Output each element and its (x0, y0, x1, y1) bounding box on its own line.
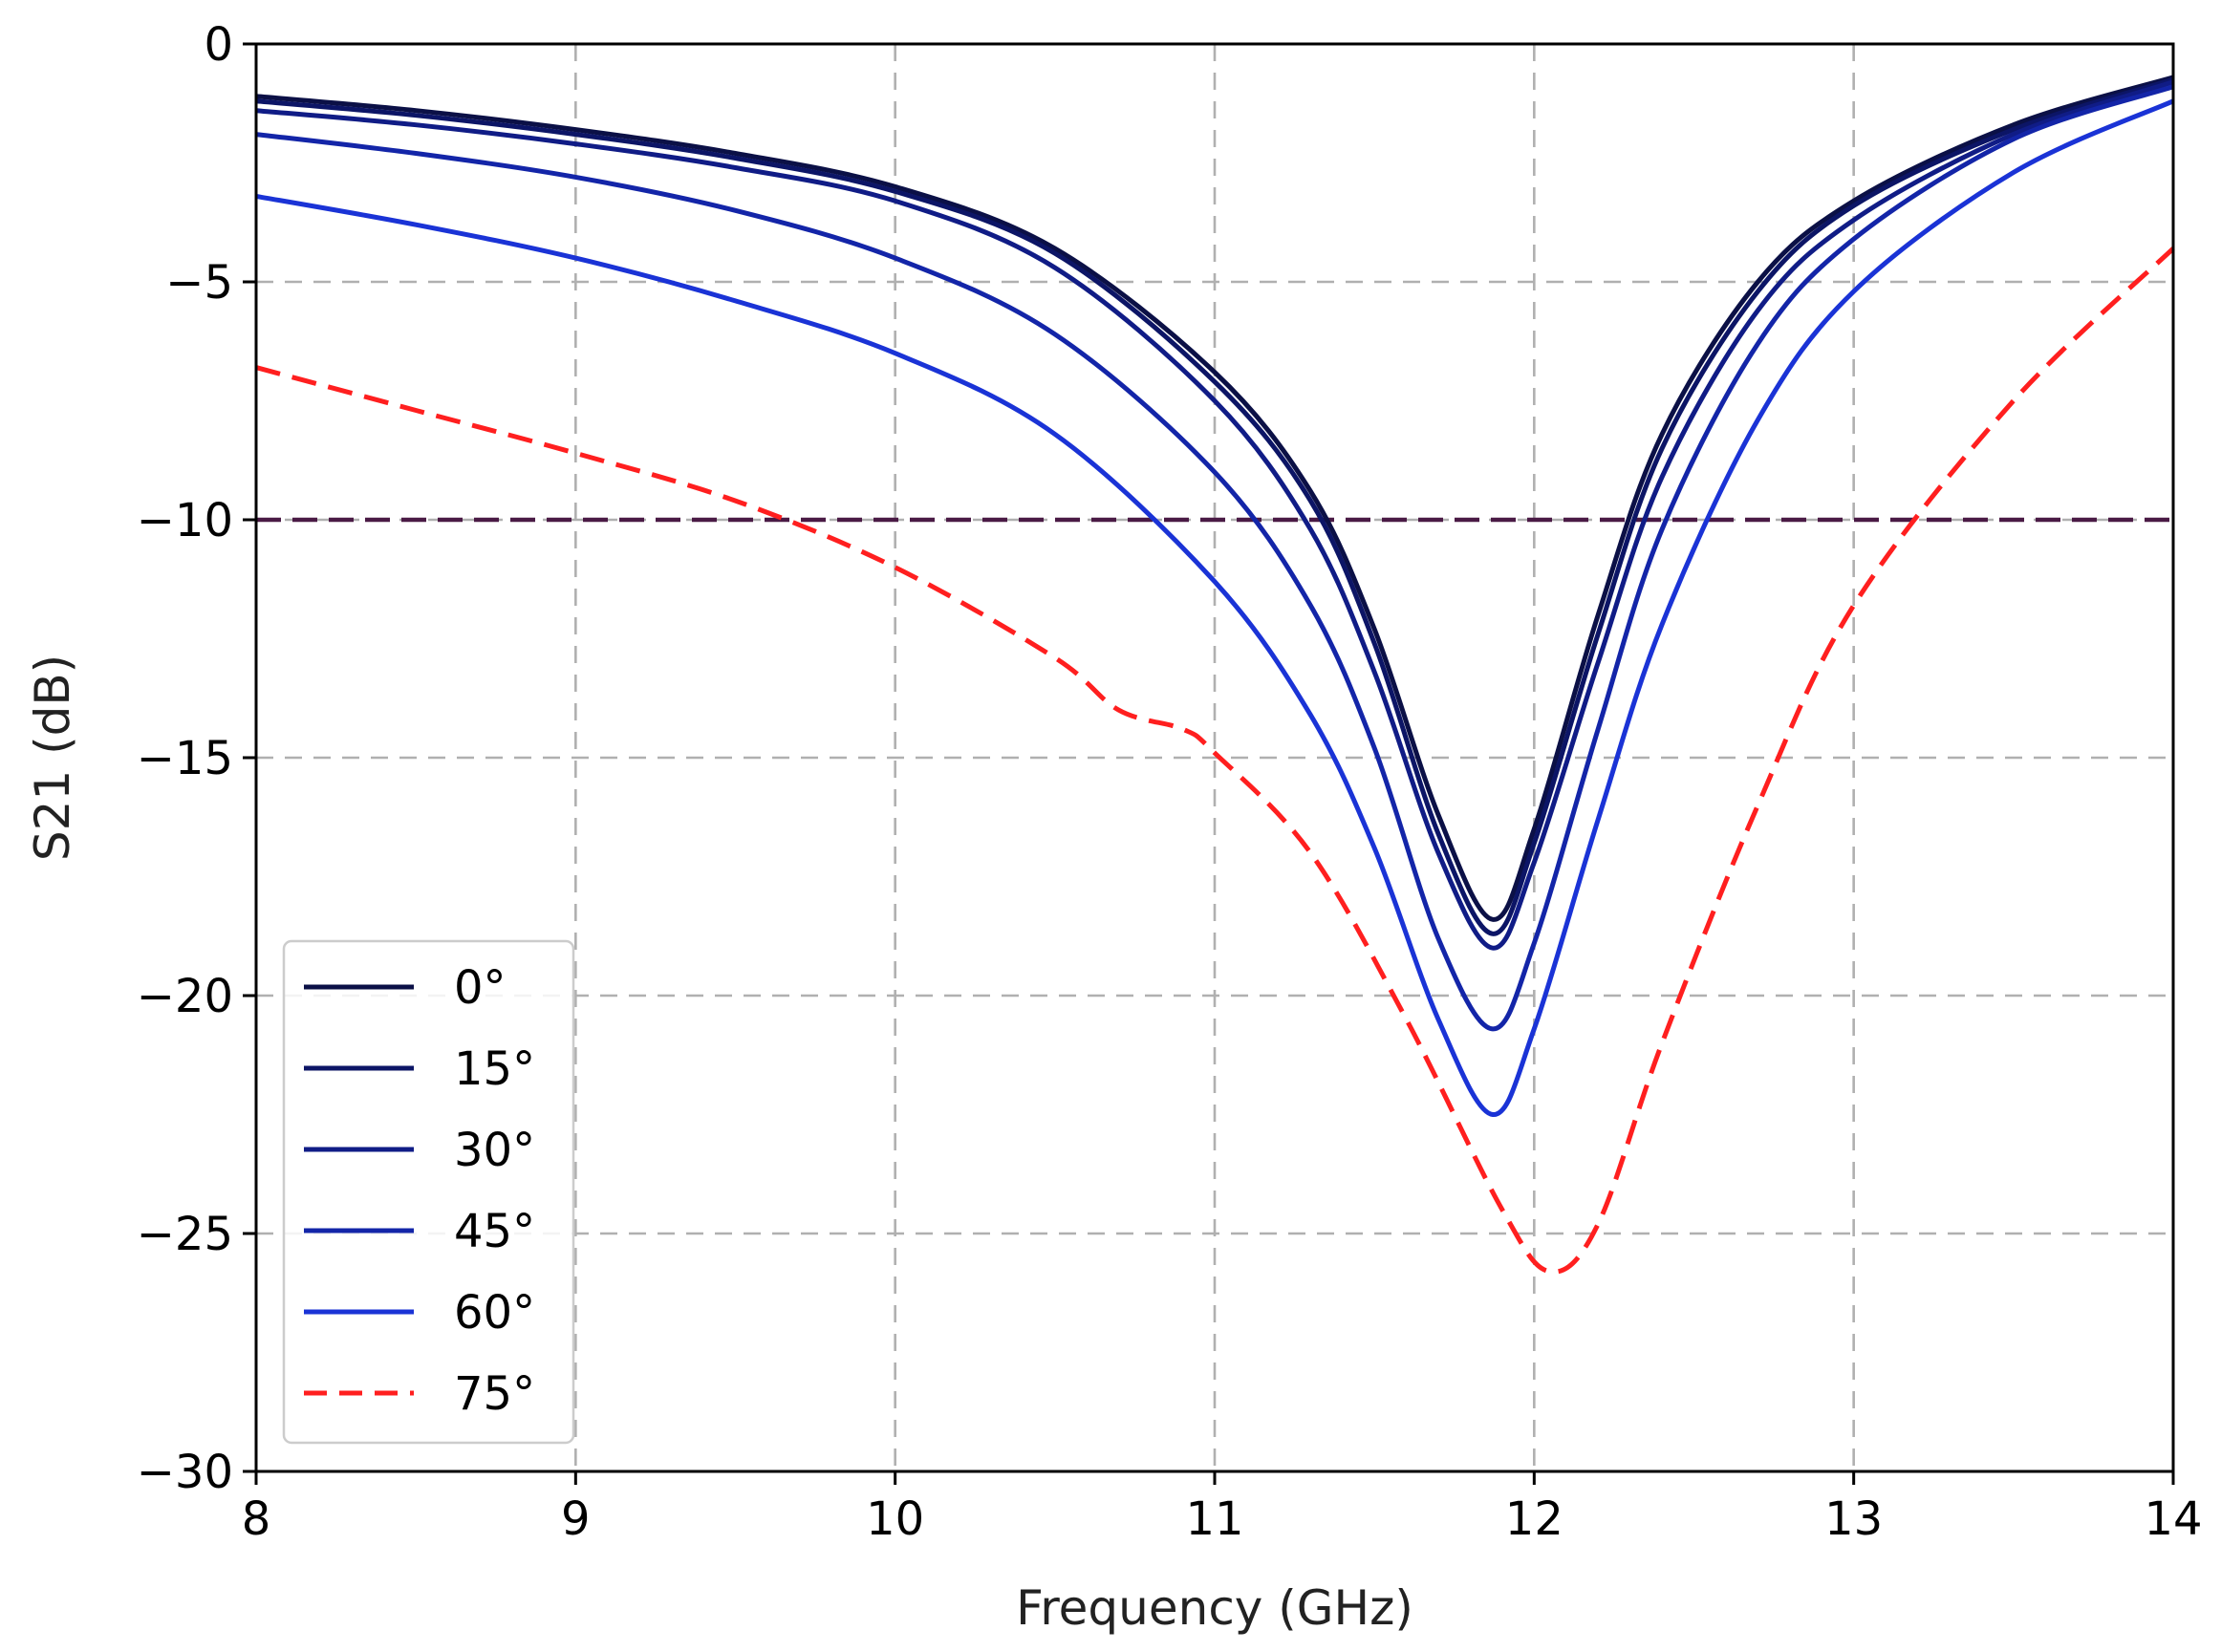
x-tick-label: 10 (866, 1492, 924, 1546)
x-tick-label: 9 (561, 1492, 591, 1546)
y-tick-label: −15 (137, 732, 233, 785)
y-tick-label: −5 (165, 256, 233, 310)
y-tick-label: −30 (137, 1446, 233, 1499)
x-tick-label: 11 (1185, 1492, 1243, 1546)
legend-label-0: 0° (454, 961, 507, 1015)
x-tick-label: 8 (242, 1492, 271, 1546)
grid (256, 44, 2173, 1471)
series-line-3 (255, 84, 2174, 1032)
legend-label-5: 75° (454, 1367, 535, 1421)
legend-label-4: 60° (454, 1286, 535, 1340)
legend-label-2: 30° (454, 1124, 535, 1177)
legend: 0° 15° 30° 45° 60° 75° (282, 939, 575, 1445)
legend-label-3: 45° (454, 1205, 535, 1258)
legend-label-1: 15° (454, 1042, 535, 1096)
series-line-4 (255, 98, 2175, 1117)
y-tick-label: 0 (204, 18, 233, 72)
x-tick-label: 13 (1824, 1492, 1883, 1546)
series-line-5 (255, 247, 2175, 1275)
x-tick-label: 14 (2144, 1492, 2202, 1546)
y-tick-label: −25 (137, 1208, 233, 1261)
series-line-0 (255, 75, 2174, 922)
series-line-1 (255, 76, 2174, 936)
ticks: 8 9 10 11 12 13 14 0 −5 −10 −15 −20 −25 −30 (137, 18, 2203, 1546)
series-layer (255, 75, 2175, 1275)
x-axis-title: Frequency (GHz) (1016, 1580, 1413, 1636)
y-axis-title: S21 (dB) (25, 654, 80, 861)
series-line-2 (255, 79, 2174, 951)
x-tick-label: 12 (1505, 1492, 1563, 1546)
y-tick-label: −10 (137, 494, 233, 547)
y-tick-label: −20 (137, 970, 233, 1023)
